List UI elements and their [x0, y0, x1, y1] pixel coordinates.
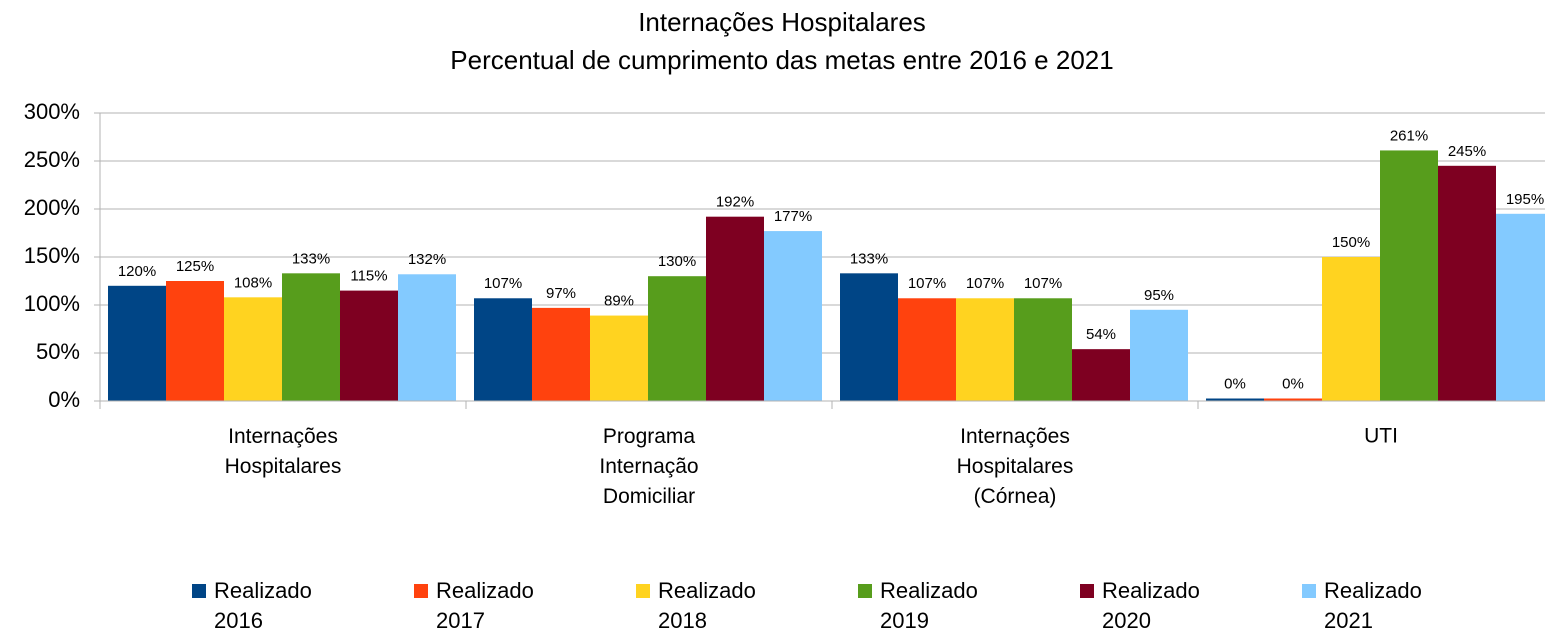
legend-label: Realizado 2018 [658, 578, 756, 633]
data-label: 130% [658, 253, 696, 270]
data-label: 97% [546, 285, 576, 302]
bar [340, 290, 398, 401]
legend-swatch [858, 584, 872, 598]
data-label: 133% [850, 250, 888, 267]
y-tick-label: 200% [24, 195, 80, 220]
bar [1322, 257, 1380, 401]
data-label: 195% [1506, 191, 1544, 208]
data-label: 95% [1144, 287, 1174, 304]
bar [1496, 213, 1545, 401]
bar [166, 281, 224, 401]
bar [1380, 150, 1438, 401]
x-tick-label: Internações Hospitalares (Córnea) [957, 425, 1074, 508]
chart-title: Internações Hospitalares [638, 7, 926, 37]
bar [474, 298, 532, 401]
bar [840, 273, 898, 401]
data-label: 107% [966, 275, 1004, 292]
data-label: 0% [1282, 375, 1304, 392]
data-label: 108% [234, 274, 272, 291]
bar [108, 285, 166, 401]
data-label: 150% [1332, 234, 1370, 251]
bar [648, 276, 706, 401]
y-tick-label: 150% [24, 243, 80, 268]
bar [1264, 398, 1322, 401]
bar [590, 315, 648, 401]
data-label: 192% [716, 194, 754, 211]
bar [898, 298, 956, 401]
bar [398, 274, 456, 401]
data-label: 133% [292, 250, 330, 267]
bar [1130, 309, 1188, 401]
legend-swatch [1080, 584, 1094, 598]
legend-swatch [192, 584, 206, 598]
bar [706, 216, 764, 401]
bar [1438, 165, 1496, 401]
data-label: 107% [484, 275, 522, 292]
bar [956, 298, 1014, 401]
data-label: 177% [774, 208, 812, 225]
data-label: 261% [1390, 127, 1428, 144]
x-tick-label: Programa Internação Domiciliar [599, 425, 698, 508]
bar [224, 297, 282, 401]
legend-label: Realizado 2017 [436, 578, 534, 633]
bar [1014, 298, 1072, 401]
y-tick-label: 0% [48, 387, 80, 412]
legend-swatch [414, 584, 428, 598]
data-label: 107% [908, 275, 946, 292]
data-label: 115% [350, 268, 387, 285]
y-tick-label: 100% [24, 291, 80, 316]
legend-label: Realizado 2016 [214, 578, 312, 633]
bar [282, 273, 340, 401]
bar [1206, 398, 1264, 401]
y-tick-label: 300% [24, 99, 80, 124]
chart-subtitle: Percentual de cumprimento das metas entr… [450, 45, 1113, 75]
bar [1072, 349, 1130, 401]
legend-swatch [636, 584, 650, 598]
data-label: 125% [176, 258, 214, 275]
y-tick-label: 250% [24, 147, 80, 172]
data-label: 107% [1024, 275, 1062, 292]
data-label: 120% [118, 263, 156, 280]
bar [532, 307, 590, 401]
legend-label: Realizado 2020 [1102, 578, 1200, 633]
data-label: 0% [1224, 375, 1246, 392]
x-tick-label: Internações Hospitalares [225, 425, 342, 478]
legend-swatch [1302, 584, 1316, 598]
data-label: 245% [1448, 143, 1486, 160]
data-label: 89% [604, 293, 634, 310]
x-tick-label: UTI [1364, 425, 1398, 448]
legend-label: Realizado 2019 [880, 578, 978, 633]
y-tick-label: 50% [36, 339, 80, 364]
data-label: 54% [1086, 326, 1116, 343]
legend-label: Realizado 2021 [1324, 578, 1422, 633]
data-label: 132% [408, 251, 446, 268]
bar [764, 231, 822, 401]
